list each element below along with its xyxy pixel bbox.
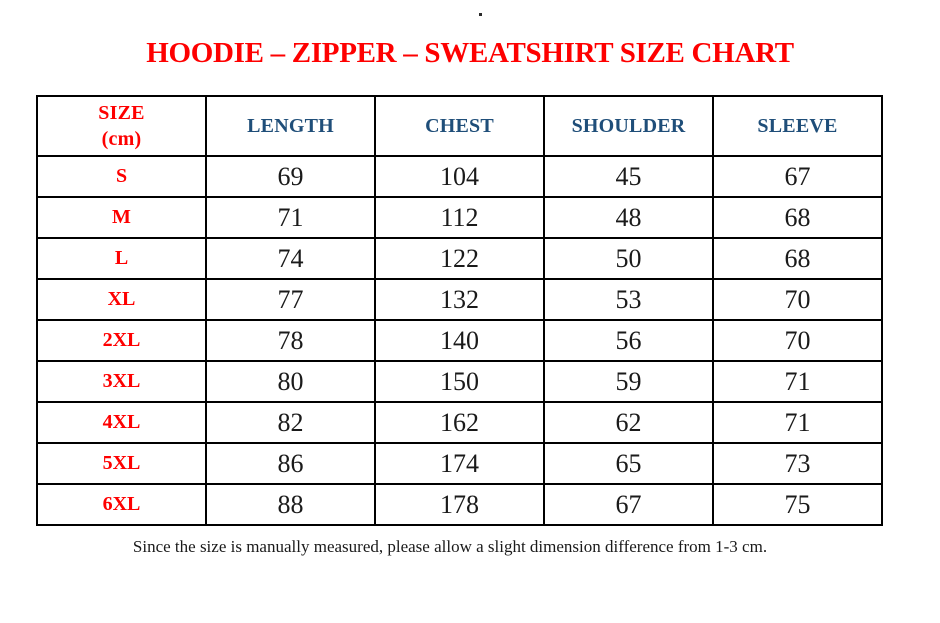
chest-value-cell: 112 bbox=[374, 196, 545, 239]
table-row: 2XL 78 140 56 70 bbox=[36, 319, 883, 362]
length-value-cell: 86 bbox=[205, 442, 376, 485]
chest-value-cell: 162 bbox=[374, 401, 545, 444]
page-title: HOODIE – ZIPPER – SWEATSHIRT SIZE CHART bbox=[146, 37, 794, 69]
sleeve-value-cell: 71 bbox=[712, 401, 883, 444]
shoulder-value-cell: 62 bbox=[543, 401, 714, 444]
size-label-cell: 3XL bbox=[36, 360, 207, 403]
table-row: S 69 104 45 67 bbox=[36, 155, 883, 198]
shoulder-value-cell: 50 bbox=[543, 237, 714, 280]
size-label-cell: M bbox=[36, 196, 207, 239]
size-label-cell: S bbox=[36, 155, 207, 198]
length-value-cell: 80 bbox=[205, 360, 376, 403]
size-label-cell: 2XL bbox=[36, 319, 207, 362]
chest-value-cell: 104 bbox=[374, 155, 545, 198]
stray-dot-mark bbox=[479, 13, 482, 16]
size-header-line2: (cm) bbox=[101, 128, 142, 150]
chest-value-cell: 178 bbox=[374, 483, 545, 526]
table-row: M 71 112 48 68 bbox=[36, 196, 883, 239]
column-header-chest: CHEST bbox=[374, 95, 545, 157]
length-value-cell: 82 bbox=[205, 401, 376, 444]
size-label-cell: 5XL bbox=[36, 442, 207, 485]
shoulder-value-cell: 59 bbox=[543, 360, 714, 403]
length-value-cell: 78 bbox=[205, 319, 376, 362]
length-value-cell: 88 bbox=[205, 483, 376, 526]
table-row: L 74 122 50 68 bbox=[36, 237, 883, 280]
chest-value-cell: 150 bbox=[374, 360, 545, 403]
length-value-cell: 69 bbox=[205, 155, 376, 198]
chest-value-cell: 140 bbox=[374, 319, 545, 362]
length-value-cell: 74 bbox=[205, 237, 376, 280]
length-value-cell: 71 bbox=[205, 196, 376, 239]
size-chart-header: SIZE (cm) LENGTH CHEST SHOULDER SLEEVE bbox=[36, 95, 883, 157]
column-header-size: SIZE (cm) bbox=[36, 95, 207, 157]
table-row: XL 77 132 53 70 bbox=[36, 278, 883, 321]
sleeve-value-cell: 70 bbox=[712, 319, 883, 362]
column-header-shoulder: SHOULDER bbox=[543, 95, 714, 157]
column-header-sleeve: SLEEVE bbox=[712, 95, 883, 157]
shoulder-value-cell: 45 bbox=[543, 155, 714, 198]
shoulder-value-cell: 65 bbox=[543, 442, 714, 485]
size-label-cell: 6XL bbox=[36, 483, 207, 526]
size-chart-table: SIZE (cm) LENGTH CHEST SHOULDER SLEEVE S… bbox=[36, 95, 883, 526]
sleeve-value-cell: 70 bbox=[712, 278, 883, 321]
chest-value-cell: 132 bbox=[374, 278, 545, 321]
shoulder-value-cell: 67 bbox=[543, 483, 714, 526]
size-header-line1: SIZE bbox=[98, 102, 145, 124]
shoulder-value-cell: 48 bbox=[543, 196, 714, 239]
size-label-cell: 4XL bbox=[36, 401, 207, 444]
table-row: 3XL 80 150 59 71 bbox=[36, 360, 883, 403]
table-row: 6XL 88 178 67 75 bbox=[36, 483, 883, 526]
sleeve-value-cell: 71 bbox=[712, 360, 883, 403]
sleeve-value-cell: 75 bbox=[712, 483, 883, 526]
length-value-cell: 77 bbox=[205, 278, 376, 321]
chest-value-cell: 174 bbox=[374, 442, 545, 485]
sleeve-value-cell: 68 bbox=[712, 237, 883, 280]
column-header-length: LENGTH bbox=[205, 95, 376, 157]
shoulder-value-cell: 53 bbox=[543, 278, 714, 321]
size-label-cell: XL bbox=[36, 278, 207, 321]
table-row: 4XL 82 162 62 71 bbox=[36, 401, 883, 444]
measurement-footnote: Since the size is manually measured, ple… bbox=[132, 537, 768, 556]
size-label-cell: L bbox=[36, 237, 207, 280]
sleeve-value-cell: 67 bbox=[712, 155, 883, 198]
table-row: 5XL 86 174 65 73 bbox=[36, 442, 883, 485]
shoulder-value-cell: 56 bbox=[543, 319, 714, 362]
size-table-body: S 69 104 45 67 M 71 112 48 68 L 74 122 50 68 XL 77 132 53 7… bbox=[36, 155, 883, 526]
sleeve-value-cell: 68 bbox=[712, 196, 883, 239]
sleeve-value-cell: 73 bbox=[712, 442, 883, 485]
chest-value-cell: 122 bbox=[374, 237, 545, 280]
header-row: SIZE (cm) LENGTH CHEST SHOULDER SLEEVE bbox=[36, 95, 883, 157]
